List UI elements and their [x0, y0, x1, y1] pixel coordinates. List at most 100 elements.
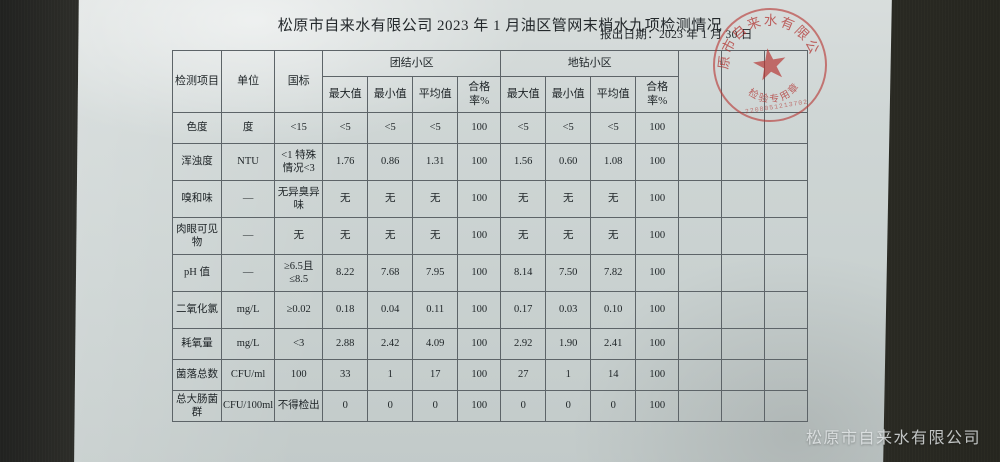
cell-unit: — — [220, 180, 276, 218]
table-row: 色度度 <15 <5 <5 <5 100 <5 <5 <5 100 — [172, 112, 809, 144]
cell-blank-2 — [721, 359, 766, 391]
report-date: 报出日期：2023 年 1 月 30 日 — [600, 29, 753, 41]
cell-zone1-max: <5 — [322, 112, 369, 144]
cell-blank-3 — [764, 291, 809, 329]
cell-zone2-max: 2.92 — [500, 328, 547, 360]
cell-zone2-min: 1 — [545, 359, 592, 391]
cell-zone2-max: 0 — [500, 390, 547, 422]
table-header-row-sub: 最大值 最小值 平均值 合格率% 最大值 最小值 平均值 合格率% — [173, 76, 808, 113]
cell-standard: 不得检出 — [274, 390, 324, 422]
cell-zone2-rate: 100 — [635, 359, 680, 391]
cell-item: 嗅和味 — [172, 180, 222, 218]
table-row: 菌落总数 CFU/ml 100 33 1 17 100 27 1 14 100 — [172, 359, 809, 391]
table-row: 嗅和味 — 无异臭异味无无无 100 无无无 100 — [172, 180, 809, 218]
header-zone1-avg: 平均值 — [412, 76, 459, 113]
cell-blank-2 — [721, 390, 766, 422]
cell-zone1-min: 无 — [367, 180, 414, 218]
cell-unit: 度 — [220, 112, 276, 144]
table-row: 耗氧量 mg/L <3 2.88 2.42 4.09 100 2.92 1.90 2.41 100 — [172, 328, 809, 360]
table-body: 色度度 <15 <5 <5 <5 100 <5 <5 <5 100 浑浊度 NTU <1 特殊情况<3 1… — [172, 112, 809, 422]
cell-zone1-max: 0 — [322, 390, 369, 422]
cell-unit: — — [220, 254, 276, 292]
cell-blank-2 — [721, 217, 766, 255]
cell-blank-1 — [678, 291, 723, 329]
cell-zone2-min: 无 — [545, 180, 592, 218]
cell-standard: <3 — [274, 328, 324, 360]
cell-zone1-min: 1 — [367, 359, 414, 391]
cell-zone1-min: 0.86 — [367, 143, 414, 181]
cell-zone1-avg: 17 — [412, 359, 459, 391]
table-row: 肉眼可见物 — 无无无无 100 无无无 100 — [172, 217, 809, 255]
header-zone1-max: 最大值 — [322, 76, 369, 113]
header-zone1-rate: 合格率% — [457, 76, 502, 113]
cell-zone2-rate: 100 — [635, 143, 680, 181]
cell-blank-1 — [678, 254, 723, 292]
cell-zone2-min: 1.90 — [545, 328, 592, 360]
cell-blank-3 — [764, 254, 809, 292]
cell-blank-3 — [764, 112, 809, 144]
cell-zone2-max: 27 — [500, 359, 547, 391]
cell-zone2-max: 1.56 — [500, 143, 547, 181]
cell-unit: CFU/ml — [220, 359, 276, 391]
cell-item: 色度 — [172, 112, 222, 144]
report-table: 检测项目 单位 国标 团结小区 地钻小区 最大值 最小值 平均值 合格率% 最大… — [172, 50, 809, 422]
cell-unit: — — [220, 217, 276, 255]
cell-zone1-min: 2.42 — [367, 328, 414, 360]
cell-zone1-rate: 100 — [457, 328, 502, 360]
cell-zone2-max: <5 — [500, 112, 547, 144]
cell-zone2-max: 无 — [500, 217, 547, 255]
cell-zone1-rate: 100 — [457, 359, 502, 391]
cell-blank-2 — [721, 180, 766, 218]
cell-zone1-avg: 7.95 — [412, 254, 459, 292]
cell-zone1-rate: 100 — [457, 217, 502, 255]
cell-item: 肉眼可见物 — [172, 217, 222, 255]
cell-zone2-rate: 100 — [635, 291, 680, 329]
header-zone1-min: 最小值 — [367, 76, 414, 113]
cell-item: 总大肠菌群 — [172, 390, 222, 422]
cell-blank-3 — [764, 359, 809, 391]
cell-blank-3 — [764, 217, 809, 255]
cell-zone1-max: 1.76 — [322, 143, 369, 181]
report-table-container: 检测项目 单位 国标 团结小区 地钻小区 最大值 最小值 平均值 合格率% 最大… — [172, 50, 809, 422]
cell-zone2-avg: 1.08 — [590, 143, 637, 181]
cell-zone1-max: 2.88 — [322, 328, 369, 360]
cell-zone1-rate: 100 — [457, 112, 502, 144]
cell-standard: <15 — [274, 112, 324, 144]
cell-unit: NTU — [220, 143, 276, 181]
cell-zone2-avg: 0.10 — [590, 291, 637, 329]
table-head: 检测项目 单位 国标 团结小区 地钻小区 最大值 最小值 平均值 合格率% 最大… — [172, 50, 809, 113]
cell-zone1-max: 8.22 — [322, 254, 369, 292]
header-zone2-rate: 合格率% — [635, 76, 680, 113]
cell-standard: 100 — [274, 359, 324, 391]
cell-zone2-min: 无 — [545, 217, 592, 255]
header-blank-2 — [721, 50, 766, 113]
page-title: 松原市自来水有限公司 2023 年 1 月油区管网末梢水九项检测情况 — [277, 18, 723, 34]
cell-blank-3 — [764, 143, 809, 181]
cell-item: pH 值 — [172, 254, 222, 292]
cell-zone1-min: 0 — [367, 390, 414, 422]
cell-zone2-rate: 100 — [635, 180, 680, 218]
cell-standard: ≥0.02 — [274, 291, 324, 329]
header-zone2-min: 最小值 — [545, 76, 592, 113]
cell-zone1-rate: 100 — [457, 291, 502, 329]
header-item: 检测项目 — [172, 50, 222, 113]
cell-zone1-avg: <5 — [412, 112, 459, 144]
cell-zone2-avg: 无 — [590, 217, 637, 255]
cell-zone1-avg: 0 — [412, 390, 459, 422]
header-blank-3 — [764, 50, 809, 113]
cell-zone2-max: 8.14 — [500, 254, 547, 292]
cell-blank-1 — [678, 143, 723, 181]
cell-standard: ≥6.5且≤8.5 — [274, 254, 324, 292]
cell-blank-1 — [678, 359, 723, 391]
cell-zone1-avg: 4.09 — [412, 328, 459, 360]
cell-item: 二氧化氯 — [172, 291, 222, 329]
header-zone2-max: 最大值 — [500, 76, 547, 113]
cell-zone2-rate: 100 — [635, 390, 680, 422]
cell-zone2-rate: 100 — [635, 217, 680, 255]
cell-zone1-min: 无 — [367, 217, 414, 255]
header-zone-2: 地钻小区 — [500, 50, 680, 77]
cell-zone2-max: 0.17 — [500, 291, 547, 329]
cell-blank-1 — [678, 112, 723, 144]
cell-zone2-max: 无 — [500, 180, 547, 218]
